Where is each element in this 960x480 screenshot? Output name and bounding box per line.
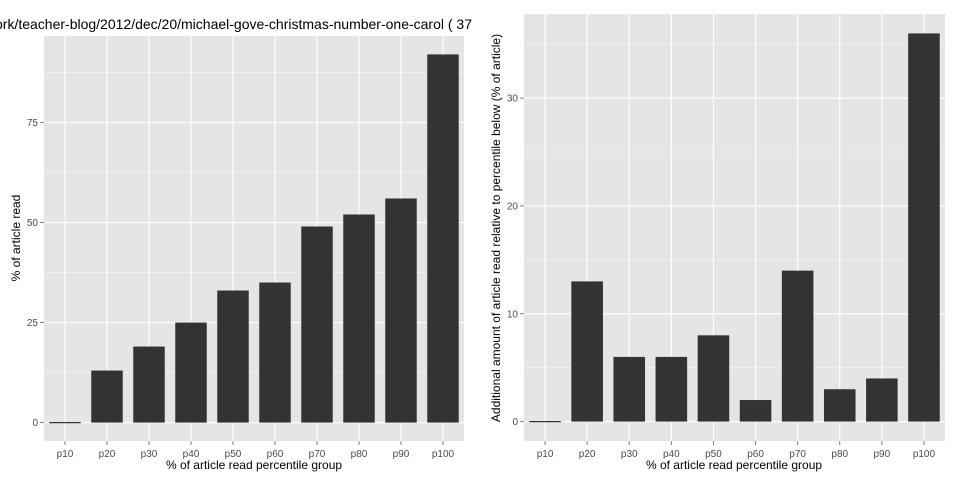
left-chart-bar-p20 — [91, 370, 123, 423]
right-chart-y-tick-label: 10 — [507, 309, 519, 320]
left-chart-bar-p30 — [133, 346, 165, 423]
right-chart-x-tick-label: p20 — [579, 449, 596, 460]
right-chart-bar-p60 — [739, 400, 772, 422]
left-chart-x-tick-label: p100 — [432, 449, 455, 460]
left-chart-bar-p80 — [343, 214, 375, 423]
left-chart-x-tick-label: p70 — [309, 449, 326, 460]
right-chart-bar-p20 — [571, 281, 603, 422]
right-chart-bars — [529, 33, 940, 423]
right-chart-bar-p40 — [655, 356, 688, 422]
right-chart-bar-p70 — [781, 270, 814, 422]
right-chart-x-axis-title: % of article read percentile group — [646, 458, 822, 472]
left-chart-x-tick-label: p80 — [351, 449, 368, 460]
right-chart-x-tick-label: p90 — [874, 449, 891, 460]
left-chart-x-tick-label: p40 — [183, 449, 200, 460]
left-chart-y-tick-label: 75 — [27, 118, 39, 129]
right-chart-x-tick-label: p80 — [831, 449, 848, 460]
left-chart-y-tick-label: 0 — [32, 418, 38, 429]
right-chart-x-tick-label: p60 — [747, 449, 764, 460]
right-chart-x-tick-label: p100 — [913, 449, 936, 460]
left-chart-title: ork/teacher-blog/2012/dec/20/michael-gov… — [0, 16, 472, 32]
right-chart-x-tick-label: p10 — [537, 449, 554, 460]
left-chart-x-tick-label: p20 — [99, 449, 116, 460]
left-chart-bar-p90 — [385, 198, 417, 423]
left-chart-x-tick-label: p90 — [393, 449, 410, 460]
right-chart-y-axis: 0 10 20 30 — [507, 94, 524, 428]
right-chart-bar-p80 — [823, 389, 856, 422]
left-chart-x-tick-label: p60 — [267, 449, 284, 460]
left-chart-y-tick-label: 50 — [27, 218, 39, 229]
left-chart-x-tick-label: p30 — [141, 449, 158, 460]
right-chart-x-tick-label: p40 — [663, 449, 680, 460]
right-chart-x-tick-label: p70 — [789, 449, 806, 460]
left-chart-bar-p40 — [175, 322, 207, 423]
left-chart-bar-p60 — [259, 282, 291, 423]
right-chart-y-axis-title: Additional amount of article read relati… — [489, 34, 503, 422]
left-chart-bar-p100 — [427, 54, 459, 423]
left-chart-y-axis-title: % of article read — [9, 195, 23, 282]
left-chart-x-tick-label: p10 — [57, 449, 74, 460]
left-chart-bar-p50 — [217, 290, 249, 423]
left-chart-bars — [49, 54, 459, 424]
left-chart-bar-p70 — [301, 226, 333, 423]
left-chart-x-axis-title: % of article read percentile group — [166, 458, 342, 472]
right-chart-bar-p50 — [697, 335, 730, 422]
left-chart-y-tick-label: 25 — [27, 318, 39, 329]
right-chart-bar-p100 — [908, 33, 940, 422]
right-chart-y-tick-label: 30 — [507, 94, 519, 105]
right-chart-x-tick-label: p30 — [621, 449, 638, 460]
right-chart-y-tick-label: 20 — [507, 201, 519, 212]
right-chart-y-tick-label: 0 — [512, 417, 518, 428]
left-chart-x-axis: p10 p20 p30 p40 p50 p60 p70 p80 p90 p100 — [57, 441, 455, 460]
right-chart-x-tick-label: p50 — [705, 449, 722, 460]
left-chart-x-tick-label: p50 — [225, 449, 242, 460]
right-chart-bar-p30 — [613, 356, 646, 422]
left-chart: ork/teacher-blog/2012/dec/20/michael-gov… — [0, 16, 472, 472]
left-chart-y-axis: 0 25 50 75 — [27, 118, 44, 429]
right-chart-bar-p90 — [866, 378, 898, 422]
right-chart-x-axis: p10 p20 p30 p40 p50 p60 p70 p80 p90 p100 — [537, 441, 936, 460]
